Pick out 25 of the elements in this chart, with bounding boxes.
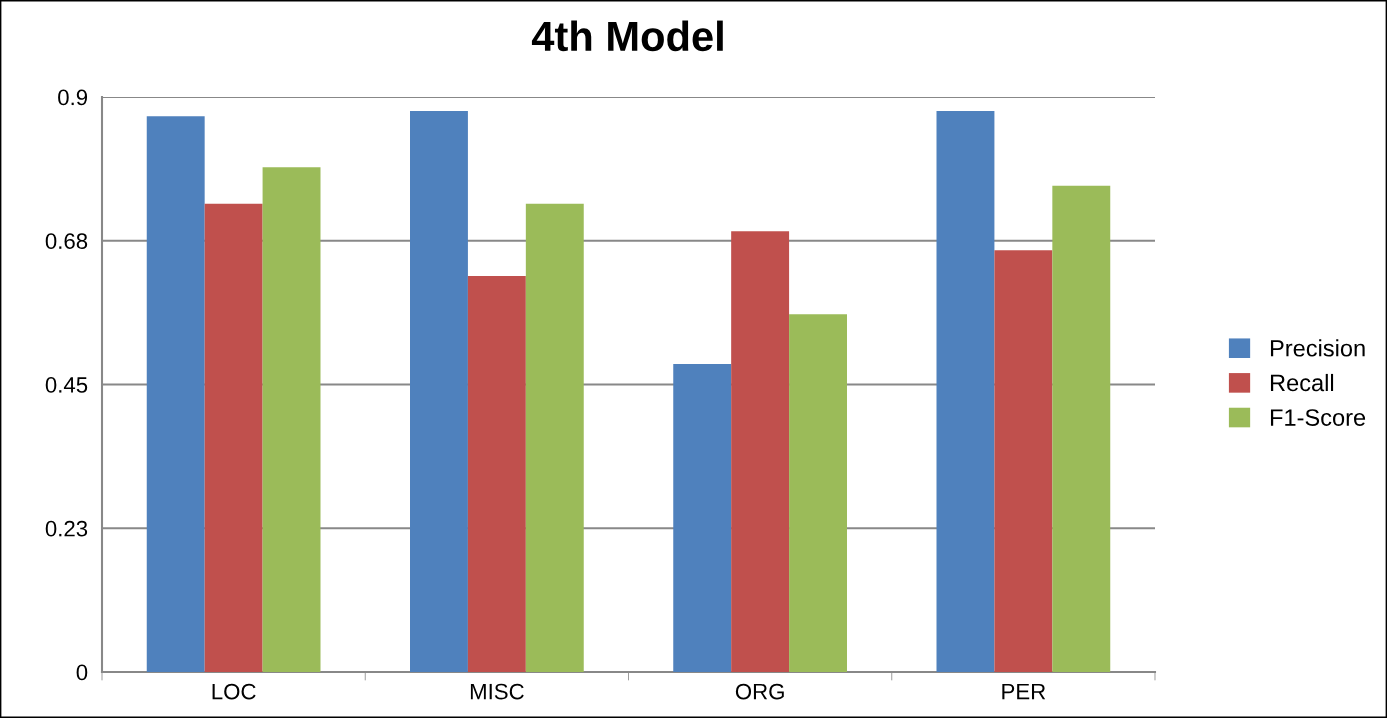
bar <box>204 203 263 672</box>
chart-title: 4th Model <box>531 20 723 52</box>
y-tick-label: 0.45 <box>45 377 88 393</box>
y-tick-label: 0.9 <box>58 89 88 106</box>
x-tick-label: PER <box>1002 683 1046 700</box>
bar <box>673 364 732 672</box>
x-tick-label: LOC <box>212 683 256 700</box>
x-tick-label: MISC <box>470 683 524 700</box>
bar <box>410 111 468 672</box>
y-tick-label: 0.68 <box>45 233 88 250</box>
x-tick-label: ORG <box>735 683 784 700</box>
bar <box>994 250 1053 672</box>
bar <box>936 111 995 672</box>
bar <box>789 314 847 672</box>
legend-label: F1-Score <box>1270 409 1366 426</box>
y-tick-label: 0.23 <box>45 520 88 537</box>
y-tick-label: 0 <box>76 664 88 681</box>
bar <box>467 275 526 672</box>
bar <box>1052 185 1111 672</box>
bar <box>525 203 584 672</box>
legend-label: Precision <box>1270 339 1365 357</box>
bar <box>731 231 790 672</box>
bar <box>146 116 205 672</box>
legend-label: Recall <box>1270 373 1334 392</box>
bar <box>262 167 321 672</box>
